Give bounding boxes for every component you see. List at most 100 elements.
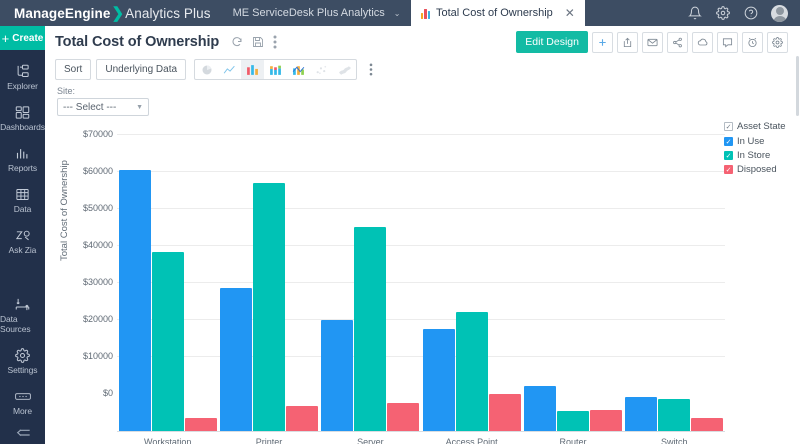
bar-in-store[interactable] xyxy=(354,226,387,431)
bar-in-use[interactable] xyxy=(321,320,354,431)
explorer-icon xyxy=(15,63,30,79)
bar-disposed[interactable] xyxy=(488,393,521,431)
y-axis-tick: $30000 xyxy=(82,277,113,288)
brand-logo[interactable]: ManageEngine❯Analytics Plus xyxy=(0,0,223,26)
bar-groups: Workstation Printer Server Access Point Rout… xyxy=(117,116,725,444)
y-axis-ticks: $0 $10000 $20000 $30000 $40000 $50000 $60000 $7… xyxy=(45,116,113,432)
bar-in-use[interactable] xyxy=(219,288,252,431)
refresh-icon[interactable] xyxy=(231,36,243,48)
sidebar-item-ask-zia[interactable]: Ask Zia xyxy=(0,220,45,261)
report-settings-button[interactable] xyxy=(767,31,788,53)
site-filter-label: Site: xyxy=(57,86,76,96)
export-button[interactable] xyxy=(617,31,638,53)
tab-total-cost-of-ownership[interactable]: Total Cost of Ownership ✕ xyxy=(410,0,585,26)
gridline xyxy=(117,356,725,358)
scatter-chart-type[interactable] xyxy=(310,60,333,79)
legend-item-in-store[interactable]: ✓ In Store xyxy=(724,150,796,161)
bar-group: Printer xyxy=(218,116,319,444)
bar-in-store[interactable] xyxy=(556,411,589,431)
x-axis-tick: Access Point xyxy=(445,437,498,444)
sidebar-item-data-sources[interactable]: Data Sources xyxy=(0,289,45,340)
share-button[interactable] xyxy=(667,31,688,53)
report-header: Total Cost of Ownership Edit Design xyxy=(45,26,800,54)
more-dots-icon xyxy=(14,388,31,404)
chart-toolbar: Sort Underlying Data xyxy=(45,54,800,80)
vertical-scrollbar[interactable] xyxy=(795,26,800,444)
title-actions xyxy=(231,35,277,49)
legend-checkbox[interactable]: ✓ xyxy=(724,165,733,174)
line-chart-type[interactable] xyxy=(218,60,241,79)
collapse-sidebar-icon[interactable] xyxy=(0,422,45,444)
bar-in-store[interactable] xyxy=(455,312,488,431)
notifications-bell-icon[interactable] xyxy=(687,6,702,21)
bar-in-store[interactable] xyxy=(252,183,285,431)
plus-icon: + xyxy=(1,30,10,46)
legend-checkbox[interactable]: ✓ xyxy=(724,151,733,160)
gridline xyxy=(117,319,725,321)
legend-item-label: In Use xyxy=(737,136,765,147)
legend-title-checkbox[interactable]: ✓ xyxy=(724,122,733,131)
sidebar-item-data[interactable]: Data xyxy=(0,179,45,220)
legend-title-row[interactable]: ✓ Asset State xyxy=(724,121,796,132)
combo-chart-type[interactable] xyxy=(287,60,310,79)
help-circle-icon[interactable] xyxy=(743,6,758,21)
bar-group: Access Point xyxy=(421,116,522,444)
scrollbar-thumb[interactable] xyxy=(796,56,799,116)
create-button[interactable]: + Create xyxy=(0,26,45,50)
sidebar-items: Explorer Dashboards Reports Data xyxy=(0,50,45,444)
map-chart-type[interactable] xyxy=(333,60,356,79)
chart-container: Total Cost of Ownership $0 $10000 $20000 $3… xyxy=(45,116,800,444)
tab-label: Total Cost of Ownership xyxy=(436,7,553,19)
stacked-bar-chart-type[interactable] xyxy=(264,60,287,79)
add-button[interactable] xyxy=(592,31,613,53)
bar-in-use[interactable] xyxy=(523,386,556,431)
sort-button[interactable]: Sort xyxy=(55,59,92,80)
bar-group: Workstation xyxy=(117,116,218,444)
pie-chart-type[interactable] xyxy=(195,60,218,79)
legend-item-in-use[interactable]: ✓ In Use xyxy=(724,136,796,147)
main-content: Total Cost of Ownership Edit Design xyxy=(45,26,800,444)
save-icon[interactable] xyxy=(252,36,264,48)
bar-in-use[interactable] xyxy=(422,329,455,431)
email-button[interactable] xyxy=(642,31,663,53)
data-table-icon xyxy=(15,186,30,202)
sidebar-item-label: Dashboards xyxy=(0,122,45,132)
report-actions: Edit Design xyxy=(516,31,792,53)
bar-disposed[interactable] xyxy=(387,403,420,431)
sidebar-item-explorer[interactable]: Explorer xyxy=(0,56,45,97)
site-select[interactable]: --- Select --- ▼ xyxy=(57,98,149,116)
sidebar-item-reports[interactable]: Reports xyxy=(0,138,45,179)
y-axis-tick: $20000 xyxy=(82,314,113,325)
settings-gear-icon[interactable] xyxy=(715,6,730,21)
bar-group: Server xyxy=(320,116,421,444)
bar-in-use[interactable] xyxy=(118,169,151,431)
comment-button[interactable] xyxy=(717,31,738,53)
bar-chart-type[interactable] xyxy=(241,60,265,79)
chevron-down-icon: ▼ xyxy=(136,103,143,111)
legend-checkbox[interactable]: ✓ xyxy=(724,137,733,146)
chart-more-options-icon[interactable] xyxy=(366,63,376,76)
publish-cloud-button[interactable] xyxy=(692,31,713,53)
settings-gear-icon xyxy=(15,347,30,363)
sidebar-item-dashboards[interactable]: Dashboards xyxy=(0,97,45,138)
tab-me-servicedesk-plus-analytics[interactable]: ME ServiceDesk Plus Analytics ⌄ xyxy=(223,0,411,26)
bar-disposed[interactable] xyxy=(285,405,318,431)
bar-disposed[interactable] xyxy=(589,409,622,431)
edit-design-button[interactable]: Edit Design xyxy=(516,31,588,53)
alert-clock-button[interactable] xyxy=(742,31,763,53)
underlying-data-button[interactable]: Underlying Data xyxy=(96,59,187,80)
legend-item-disposed[interactable]: ✓ Disposed xyxy=(724,164,796,175)
x-axis-tick: Switch xyxy=(661,437,688,444)
bar-disposed[interactable] xyxy=(691,418,724,431)
more-options-icon[interactable] xyxy=(273,35,277,49)
chevron-down-icon[interactable]: ⌄ xyxy=(393,8,401,18)
sidebar-item-settings[interactable]: Settings xyxy=(0,340,45,381)
avatar[interactable] xyxy=(771,4,788,22)
close-icon[interactable]: ✕ xyxy=(564,6,575,20)
create-label: Create xyxy=(12,32,44,44)
bar-in-store[interactable] xyxy=(151,252,184,431)
bar-in-store[interactable] xyxy=(658,398,691,431)
bar-in-use[interactable] xyxy=(625,397,658,431)
bar-disposed[interactable] xyxy=(184,418,217,431)
sidebar-item-more[interactable]: More xyxy=(0,381,45,422)
